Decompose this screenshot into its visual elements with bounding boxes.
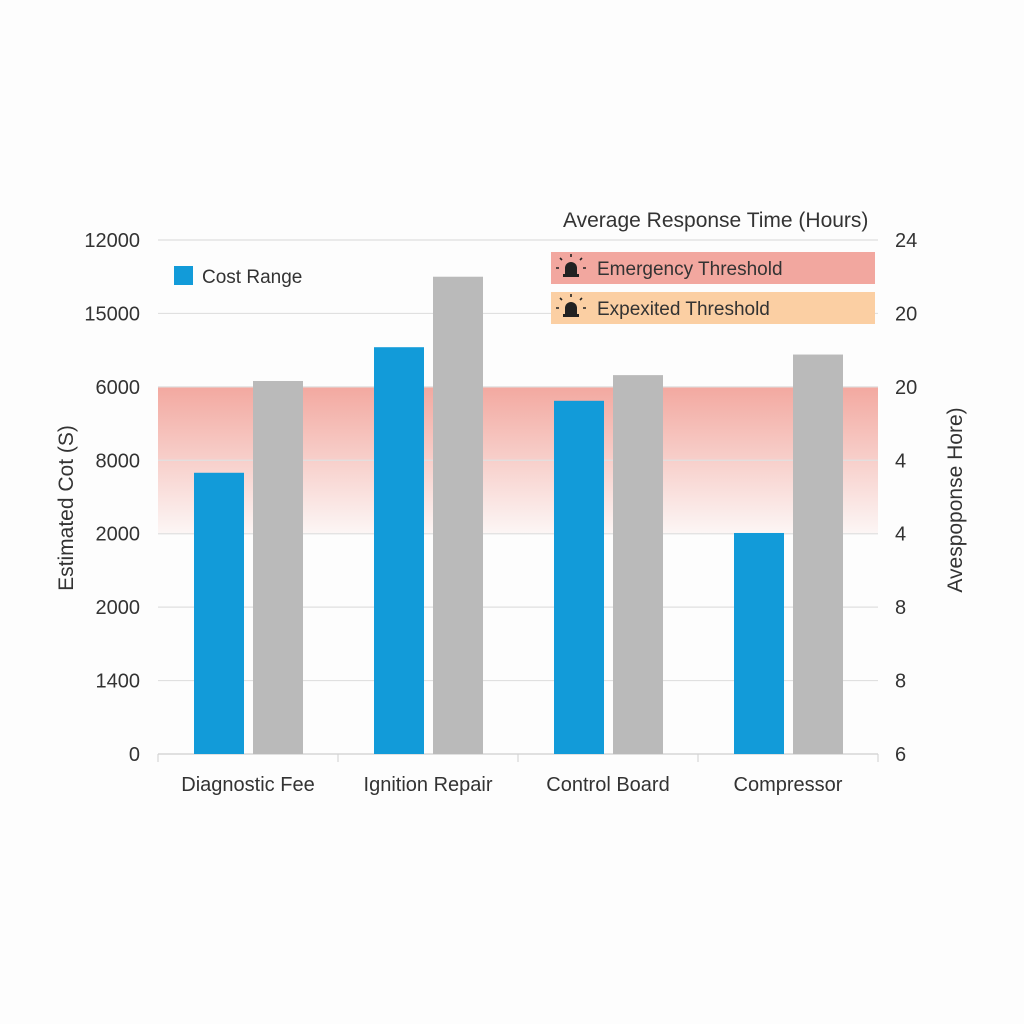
y-axis-label: Estimated Cot (S) <box>55 425 78 591</box>
x-tick-label: Diagnostic Fee <box>181 774 314 796</box>
threshold-expedited-label: Expexited Threshold <box>597 299 770 320</box>
x-tick-label: Ignition Repair <box>364 774 493 796</box>
threshold-emergency: Emergency Threshold <box>551 252 875 284</box>
threshold-emergency-label: Emergency Threshold <box>597 259 783 280</box>
bar-cost-range <box>374 347 424 754</box>
legend-label: Cost Range <box>202 267 302 288</box>
bar-response-time <box>433 276 483 754</box>
y-tick-label: 2000 <box>96 597 141 619</box>
legend-swatch-cost-range <box>174 266 193 285</box>
y-right-tick-label: 4 <box>895 450 906 472</box>
y-right-tick-label: 4 <box>895 524 906 546</box>
right-axis-title: Average Response Time (Hours) <box>563 209 868 232</box>
y-right-tick-label: 20 <box>895 377 917 399</box>
bar-response-time <box>253 380 303 754</box>
bar-response-time <box>793 354 843 754</box>
threshold-expedited: Expexited Threshold <box>551 292 875 324</box>
y-right-tick-label: 8 <box>895 671 906 693</box>
siren-icon <box>556 254 586 277</box>
bar-cost-range <box>554 400 604 754</box>
bar-cost-range <box>194 472 244 754</box>
y-right-tick-label: 6 <box>895 744 906 766</box>
y-tick-label: 6000 <box>96 377 141 399</box>
bar-response-time <box>613 375 663 754</box>
y-tick-label: 0 <box>129 744 140 766</box>
y-axis-right-label: Avespoponse Hore) <box>944 407 967 592</box>
y-right-tick-label: 8 <box>895 597 906 619</box>
y-tick-label: 12000 <box>84 230 140 252</box>
y-tick-label: 1400 <box>96 671 141 693</box>
y-tick-label: 2000 <box>96 524 141 546</box>
y-right-tick-label: 20 <box>895 303 917 325</box>
threshold-expedited-box <box>551 292 875 324</box>
y-tick-label: 8000 <box>96 450 141 472</box>
legend: Cost Range <box>174 266 302 288</box>
threshold-emergency-box <box>551 252 875 284</box>
y-right-tick-label: 24 <box>895 230 917 252</box>
bar-cost-range <box>734 532 784 754</box>
y-tick-label: 15000 <box>84 303 140 325</box>
x-tick-label: Control Board <box>546 774 669 796</box>
siren-icon <box>556 294 586 317</box>
x-tick-label: Compressor <box>734 774 843 796</box>
